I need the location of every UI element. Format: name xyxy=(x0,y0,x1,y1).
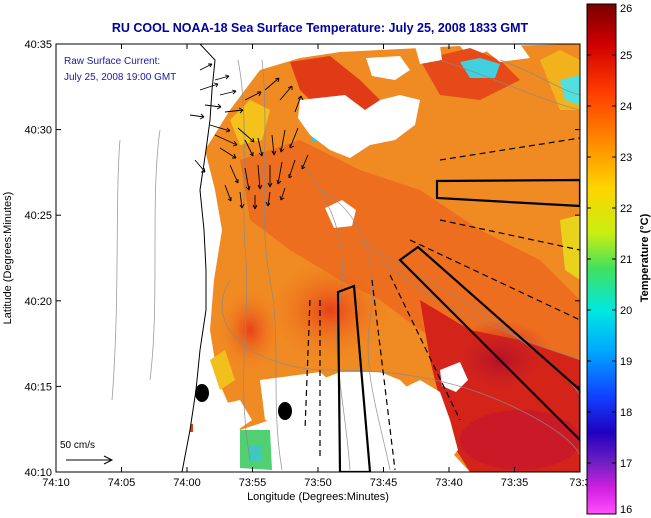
station-marker xyxy=(278,402,292,420)
colorbar-ticks: 26 25 24 23 22 21 20 19 18 17 16 xyxy=(587,3,632,516)
colorbar-tick-label: 17 xyxy=(620,458,632,470)
x-tick-label: 73:55 xyxy=(239,477,267,489)
y-tick-label: 40:20 xyxy=(24,296,52,308)
x-tick-label: 73:40 xyxy=(435,477,463,489)
land-mass xyxy=(56,44,216,472)
surface-current-vectors xyxy=(189,63,309,210)
y-tick-label: 40:35 xyxy=(24,39,52,51)
colorbar-tick-label: 22 xyxy=(620,203,632,215)
colorbar-gradient xyxy=(586,3,617,515)
chart-title: RU COOL NOAA-18 Sea Surface Temperature:… xyxy=(112,21,529,35)
colorbar-tick-label: 16 xyxy=(620,504,632,516)
y-axis-label: Latitude (Degrees:Minutes) xyxy=(2,192,14,325)
scale-label: 50 cm/s xyxy=(60,440,95,451)
colorbar-tick-label: 20 xyxy=(620,305,632,317)
scale-arrow xyxy=(66,455,114,465)
x-tick-label: 73:35 xyxy=(501,477,529,489)
radar-sector-lines xyxy=(304,137,580,471)
x-tick-label: 74:05 xyxy=(108,477,136,489)
x-tick-label: 73:50 xyxy=(304,477,332,489)
x-axis: 74:10 74:05 74:00 73:55 73:50 73:45 73:40 73:35… xyxy=(42,44,591,489)
plot-area: 50 cm/s Raw Surface Current: July 25, 20… xyxy=(56,44,580,472)
x-tick-label: 74:00 xyxy=(173,477,201,489)
y-tick-label: 40:30 xyxy=(24,125,52,137)
no-data-regions xyxy=(200,44,530,472)
y-tick-label: 40:25 xyxy=(24,210,52,222)
x-tick-label: 73:3 xyxy=(569,477,590,489)
station-marker xyxy=(195,384,209,402)
bathymetry-contours xyxy=(111,59,580,471)
sampling-boxes xyxy=(336,178,580,472)
colorbar-tick-label: 23 xyxy=(620,152,632,164)
x-axis-label: Longitude (Degrees:Minutes) xyxy=(247,491,389,503)
x-tick-label: 74:10 xyxy=(42,477,70,489)
y-axis: 40:35 40:30 40:25 40:20 40:15 40:10 xyxy=(24,39,580,479)
legend-line-1: Raw Surface Current: xyxy=(64,56,160,67)
y-tick-label: 40:15 xyxy=(24,381,52,393)
x-tick-label: 73:45 xyxy=(370,477,398,489)
colorbar: 26 25 24 23 22 21 20 19 18 17 16 Temperature (°C) xyxy=(586,3,651,516)
y-tick-label: 40:10 xyxy=(24,467,52,479)
colorbar-tick-label: 26 xyxy=(620,3,632,15)
colorbar-tick-label: 21 xyxy=(620,254,632,266)
colorbar-label: Temperature (°C) xyxy=(639,213,651,302)
legend-line-2: July 25, 2008 19:00 GMT xyxy=(64,72,176,83)
colorbar-tick-label: 25 xyxy=(620,50,632,62)
colorbar-tick-label: 18 xyxy=(620,407,632,419)
colorbar-tick-label: 19 xyxy=(620,356,632,368)
colorbar-tick-label: 24 xyxy=(620,101,632,113)
